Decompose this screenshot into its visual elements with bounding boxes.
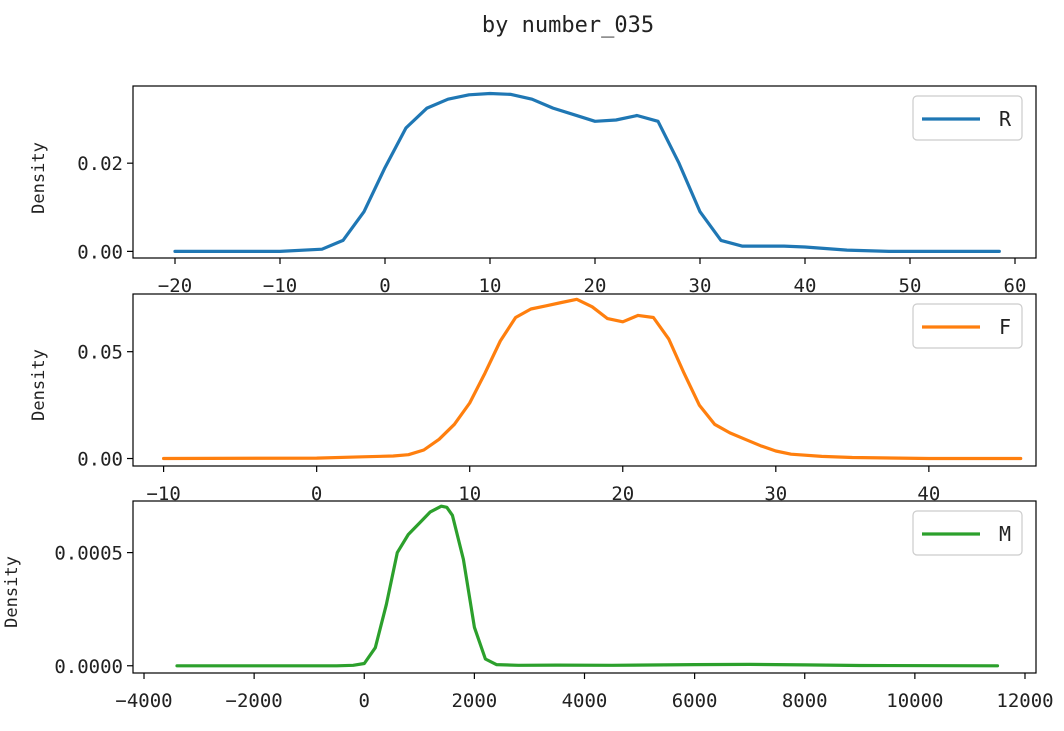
x-tick-label: 12000 bbox=[996, 690, 1053, 712]
legend: M bbox=[912, 510, 1023, 556]
x-tick-label: 30 bbox=[764, 483, 787, 505]
legend-label: M bbox=[999, 522, 1011, 546]
y-axis-label: Density bbox=[2, 556, 22, 628]
axes-frame bbox=[132, 85, 1037, 259]
legend-label: F bbox=[999, 315, 1011, 339]
x-tick-label: 6000 bbox=[672, 690, 718, 712]
y-tick-label: 0.0005 bbox=[54, 543, 123, 565]
x-tick-label: 60 bbox=[1004, 275, 1027, 297]
y-tick-label: 0.00 bbox=[77, 241, 123, 263]
subplot-1: −20 −10 0 10 20 30 40 50 60 0.00 0.02 Density R bbox=[29, 85, 1037, 297]
y-axis-label: Density bbox=[29, 349, 49, 421]
y-tick-label: 0.05 bbox=[77, 342, 123, 364]
x-tick-label: 10 bbox=[479, 275, 502, 297]
y-tick-label: 0.0000 bbox=[54, 656, 123, 678]
x-tick-label: 10000 bbox=[886, 690, 943, 712]
y-tick-label: 0.02 bbox=[77, 153, 123, 175]
axes-frame bbox=[132, 293, 1037, 467]
x-tick-label: −2000 bbox=[226, 690, 283, 712]
x-tick-label: −10 bbox=[146, 483, 180, 505]
subplot-2: −10 0 10 20 30 40 0.00 0.05 Density F bbox=[29, 293, 1037, 505]
y-tick-label: 0.00 bbox=[77, 449, 123, 471]
axes-frame bbox=[132, 500, 1037, 674]
series-line-F bbox=[162, 297, 1023, 461]
x-tick-label: 4000 bbox=[562, 690, 608, 712]
y-axis-label: Density bbox=[29, 142, 49, 214]
subplots: −20 −10 0 10 20 30 40 50 60 0.00 0.02 Density R −10 0 1… bbox=[2, 85, 1054, 712]
x-tick-label: 0 bbox=[379, 275, 390, 297]
x-tick-label: 20 bbox=[584, 275, 607, 297]
x-tick-label: 50 bbox=[899, 275, 922, 297]
x-tick-label: −4000 bbox=[115, 690, 172, 712]
series-line-R bbox=[173, 91, 1001, 253]
x-tick-label: 10 bbox=[458, 483, 481, 505]
legend-label: R bbox=[999, 107, 1012, 131]
legend: R bbox=[912, 95, 1023, 141]
series-line-M bbox=[175, 504, 1000, 668]
x-tick-label: −20 bbox=[158, 275, 192, 297]
figure-title: by number_035 bbox=[482, 13, 654, 38]
x-tick-label: 2000 bbox=[451, 690, 497, 712]
x-tick-label: −10 bbox=[263, 275, 297, 297]
x-tick-label: 40 bbox=[794, 275, 817, 297]
subplot-3: −4000 −2000 0 2000 4000 6000 8000 10000 12000 0.0… bbox=[2, 500, 1054, 712]
legend: F bbox=[912, 303, 1023, 349]
x-tick-label: 0 bbox=[311, 483, 322, 505]
x-tick-label: 0 bbox=[359, 690, 370, 712]
x-tick-label: 30 bbox=[689, 275, 712, 297]
x-tick-label: 40 bbox=[917, 483, 940, 505]
x-tick-label: 8000 bbox=[782, 690, 828, 712]
x-tick-label: 20 bbox=[611, 483, 634, 505]
